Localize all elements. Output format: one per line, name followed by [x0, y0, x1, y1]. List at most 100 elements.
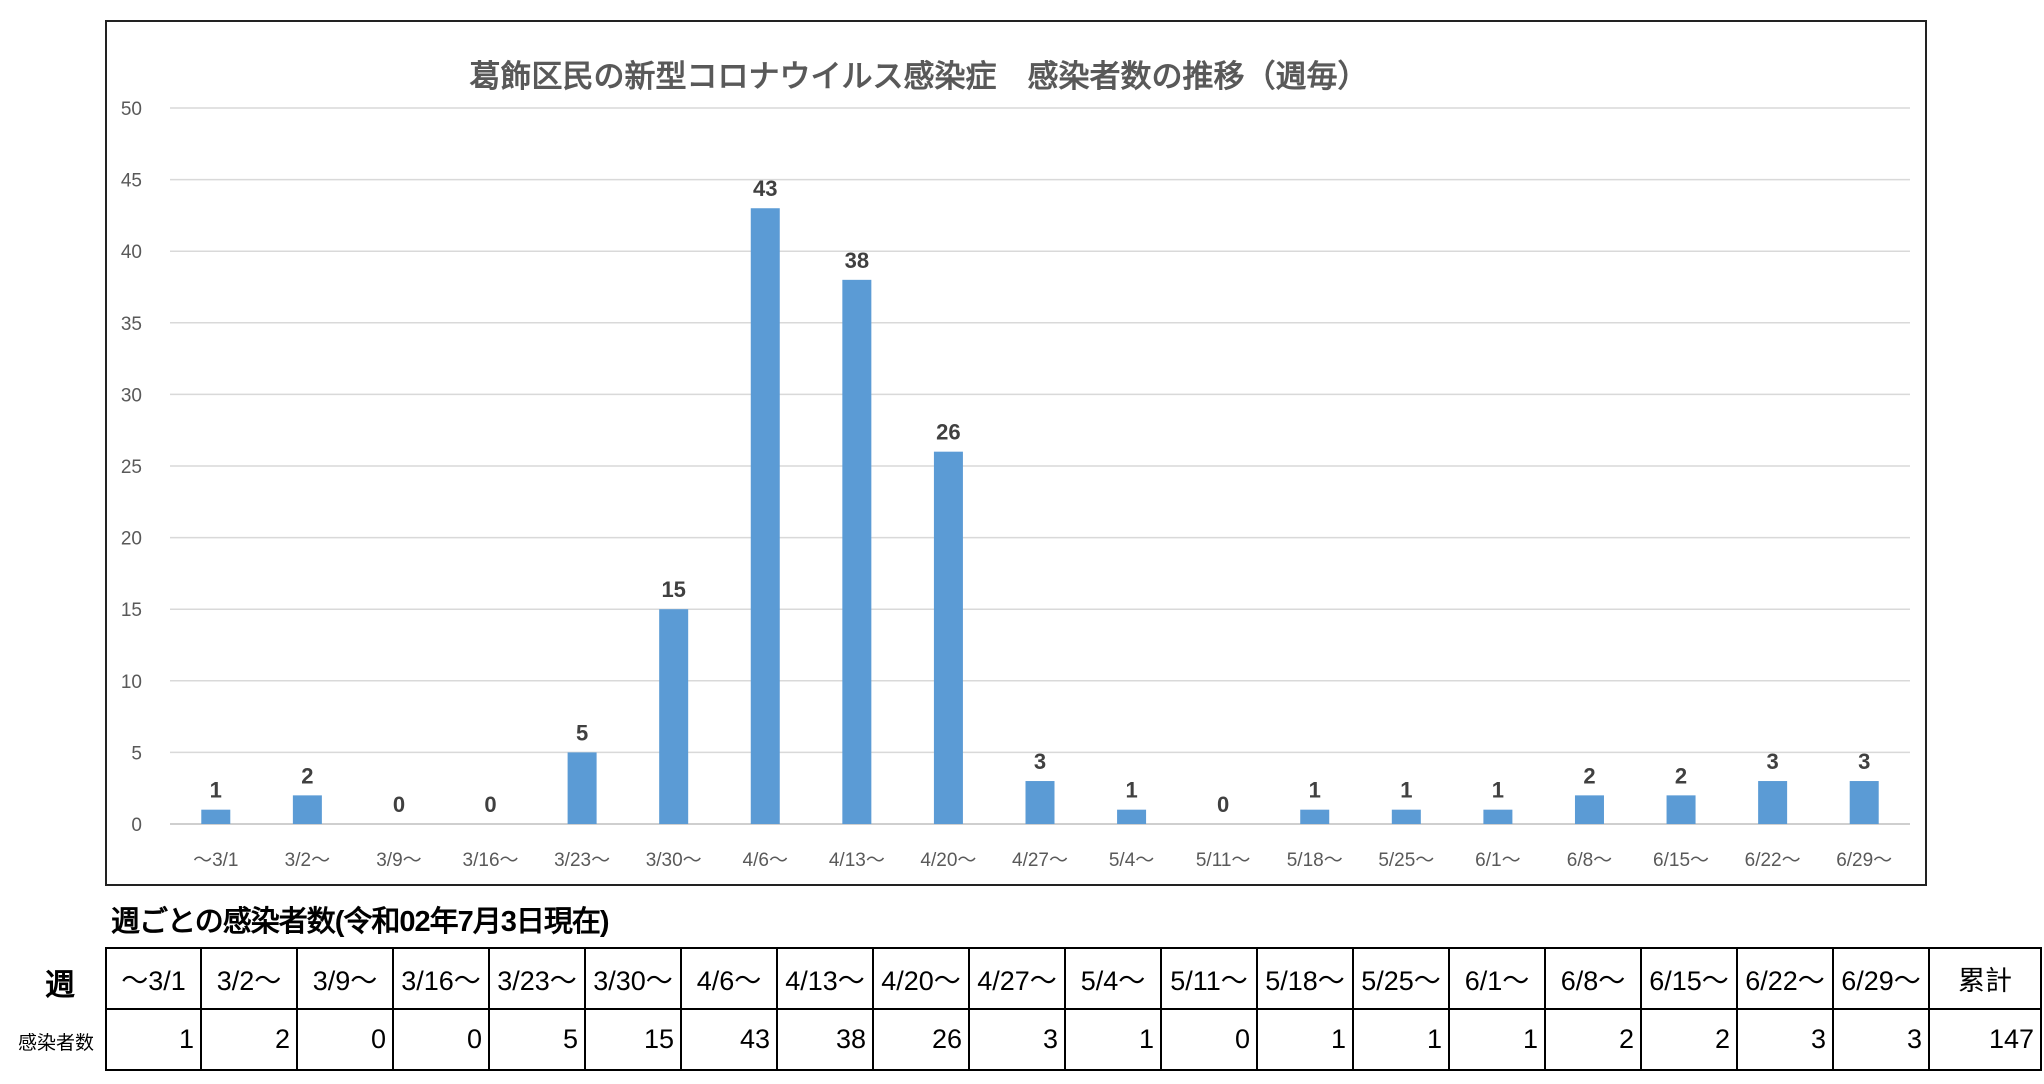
week-cell: 5/25〜 [1352, 947, 1450, 1010]
chart-container: 葛飾区民の新型コロナウイルス感染症 感染者数の推移（週毎） 0 5 10 15 20 25 3… [105, 20, 1927, 886]
count-cell: 2 [200, 1008, 298, 1071]
week-cell: 6/1〜 [1448, 947, 1546, 1010]
data-label: 26 [936, 420, 960, 445]
week-cell: 3/2〜 [200, 947, 298, 1010]
x-tick-label: 4/13〜 [829, 850, 885, 871]
count-cell: 38 [776, 1008, 874, 1071]
data-label: 1 [1492, 778, 1504, 803]
bar [659, 609, 689, 824]
week-cell: 3/30〜 [584, 947, 682, 1010]
x-tick-label: 3/9〜 [376, 850, 421, 871]
count-cell: 3 [968, 1008, 1066, 1071]
data-label: 1 [1309, 778, 1321, 803]
x-tick-label: 6/29〜 [1836, 850, 1892, 871]
y-tick-label: 20 [121, 529, 142, 550]
x-tick-label: 3/30〜 [646, 850, 702, 871]
data-label: 2 [301, 763, 313, 788]
y-tick-label: 10 [121, 672, 142, 693]
bar [933, 451, 963, 824]
row-header-count: 感染者数 [18, 1033, 95, 1054]
week-cell: 5/18〜 [1256, 947, 1354, 1010]
data-label: 3 [1858, 749, 1870, 774]
weekly-count-table: 〜3/1 3/2〜 3/9〜 3/16〜 3/23〜 3/30〜 4/6〜 4/13〜 4/20… [105, 947, 2042, 1071]
total-label-cell: 累計 [1928, 947, 2042, 1010]
bar [1391, 809, 1421, 824]
row-header-week: 週 [45, 969, 75, 1002]
bar [1300, 809, 1330, 824]
y-tick-label: 45 [121, 171, 142, 192]
y-tick-label: 35 [121, 314, 142, 335]
count-cell: 3 [1736, 1008, 1834, 1071]
data-label: 1 [1125, 778, 1137, 803]
week-cell: 4/13〜 [776, 947, 874, 1010]
week-cell: 6/8〜 [1544, 947, 1642, 1010]
data-label: 5 [576, 720, 588, 745]
count-row: 1 2 0 0 5 15 43 38 26 3 1 0 1 1 1 2 2 3 3 147 [105, 1008, 2042, 1071]
x-tick-label: 3/2〜 [285, 850, 330, 871]
week-cell: 6/15〜 [1640, 947, 1738, 1010]
count-cell: 0 [392, 1008, 490, 1071]
bar [1758, 781, 1788, 824]
week-cell: 5/11〜 [1160, 947, 1258, 1010]
week-cell: 3/9〜 [296, 947, 394, 1010]
bar [842, 279, 872, 825]
data-label: 2 [1675, 763, 1687, 788]
x-tick-label: 3/23〜 [554, 850, 610, 871]
bar [1483, 809, 1513, 824]
x-tick-label: 4/20〜 [920, 850, 976, 871]
data-label: 2 [1583, 763, 1595, 788]
bar [292, 795, 322, 824]
week-cell: 5/4〜 [1064, 947, 1162, 1010]
x-tick-label: 6/22〜 [1745, 850, 1801, 871]
week-cell: 4/20〜 [872, 947, 970, 1010]
x-tick-label: 6/1〜 [1475, 850, 1520, 871]
bar-chart: 葛飾区民の新型コロナウイルス感染症 感染者数の推移（週毎）05101520253… [121, 59, 1910, 871]
bar [1666, 795, 1696, 824]
y-tick-label: 5 [131, 743, 142, 764]
data-label: 3 [1034, 749, 1046, 774]
x-tick-label: 6/15〜 [1653, 850, 1709, 871]
data-label: 43 [753, 176, 777, 201]
data-label: 1 [210, 778, 222, 803]
bar [1574, 795, 1604, 824]
data-label: 0 [1217, 792, 1229, 817]
x-tick-label: 4/6〜 [743, 850, 788, 871]
count-cell: 5 [488, 1008, 586, 1071]
count-cell: 1 [105, 1008, 202, 1071]
count-cell: 2 [1544, 1008, 1642, 1071]
data-label: 0 [393, 792, 405, 817]
data-label: 38 [845, 248, 869, 273]
total-value-cell: 147 [1928, 1008, 2042, 1071]
x-tick-label: 5/11〜 [1196, 850, 1251, 871]
count-cell: 1 [1064, 1008, 1162, 1071]
bar [1849, 781, 1879, 824]
count-cell: 3 [1832, 1008, 1930, 1071]
bar [1025, 781, 1055, 824]
week-cell: 4/6〜 [680, 947, 778, 1010]
x-tick-label: 3/16〜 [463, 850, 519, 871]
x-tick-label: 4/27〜 [1012, 850, 1068, 871]
count-cell: 15 [584, 1008, 682, 1071]
y-tick-label: 15 [121, 600, 142, 621]
x-tick-label: 5/25〜 [1378, 850, 1434, 871]
week-cell: 〜3/1 [105, 947, 202, 1010]
y-tick-label: 25 [121, 457, 142, 478]
y-tick-label: 40 [121, 242, 142, 263]
bar [750, 208, 780, 825]
week-row: 〜3/1 3/2〜 3/9〜 3/16〜 3/23〜 3/30〜 4/6〜 4/13〜 4/20… [105, 947, 2042, 1010]
count-cell: 1 [1352, 1008, 1450, 1071]
bar [1117, 809, 1147, 824]
data-label: 15 [661, 577, 685, 602]
x-tick-label: 6/8〜 [1567, 850, 1612, 871]
data-label: 1 [1400, 778, 1412, 803]
count-cell: 1 [1448, 1008, 1546, 1071]
week-cell: 6/22〜 [1736, 947, 1834, 1010]
y-tick-label: 50 [121, 99, 142, 120]
y-tick-label: 0 [131, 815, 142, 836]
y-tick-label: 30 [121, 385, 142, 406]
data-label: 3 [1767, 749, 1779, 774]
count-cell: 43 [680, 1008, 778, 1071]
x-tick-label: 5/4〜 [1109, 850, 1154, 871]
week-cell: 3/23〜 [488, 947, 586, 1010]
table-title: 週ごとの感染者数(令和02年7月3日現在) [111, 906, 610, 938]
